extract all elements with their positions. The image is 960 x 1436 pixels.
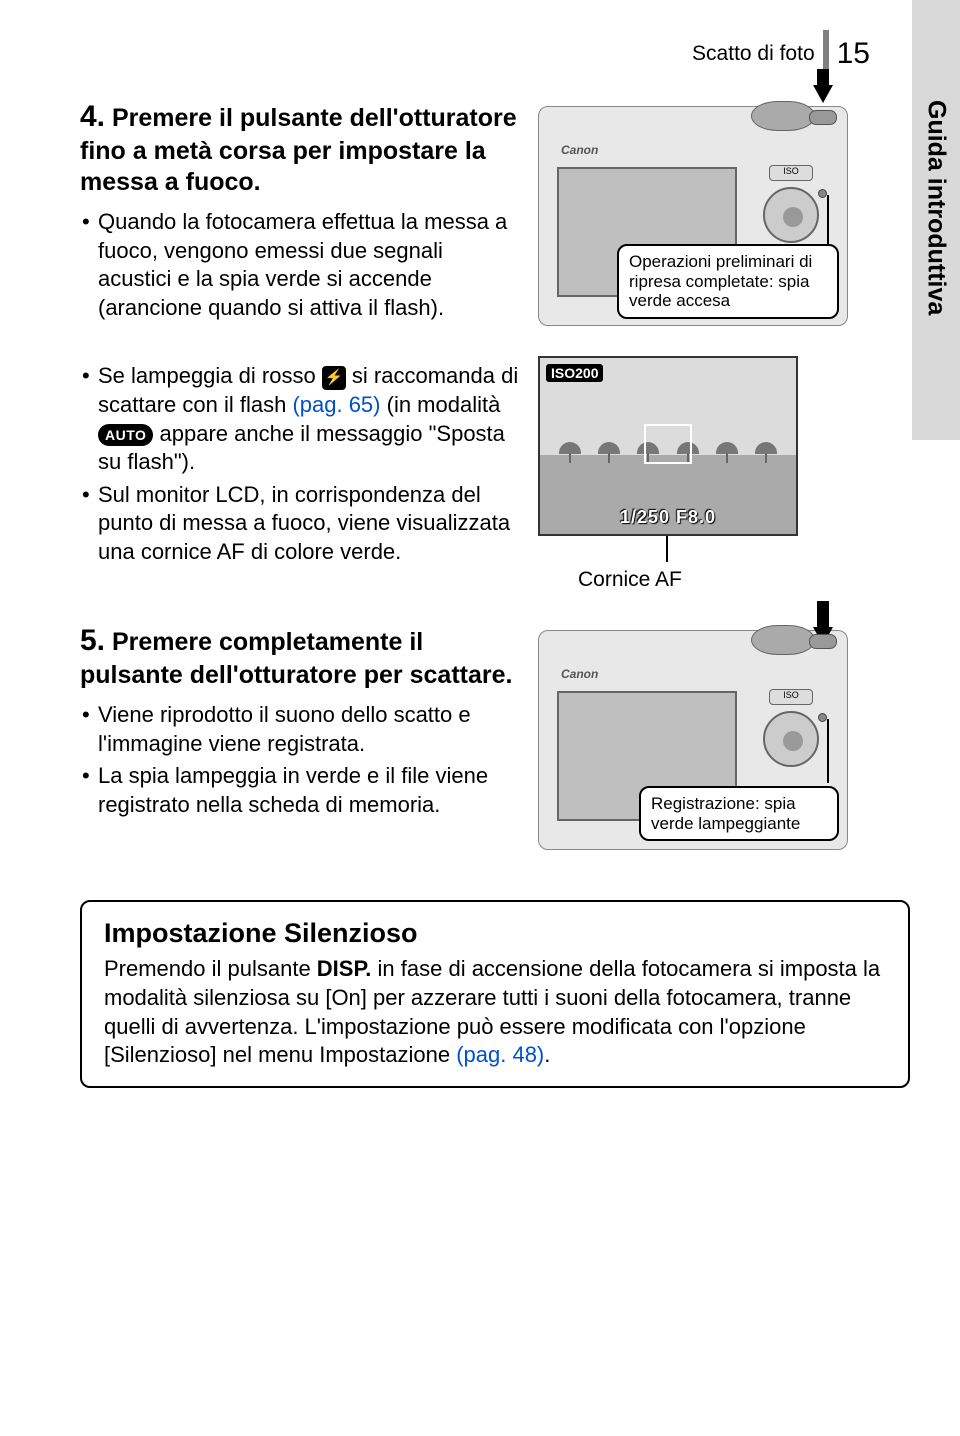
callout-1: Operazioni preliminari di ripresa comple… — [617, 244, 839, 319]
af-frame — [644, 424, 692, 464]
shutter-button — [809, 110, 837, 125]
step-4-title-text: Premere il pulsante dell'otturatore fino… — [80, 104, 517, 196]
control-pad-2 — [763, 711, 819, 767]
auto-badge: AUTO — [98, 424, 153, 446]
shutter-arrow-icon — [813, 85, 833, 103]
step-5-bullet-2: La spia lampeggia in verde e il file vie… — [98, 762, 520, 819]
page-number: 15 — [837, 37, 870, 71]
step-4-cont: Se lampeggia di rosso ⚡ si raccomanda di… — [80, 352, 910, 592]
callout-2-leader — [827, 719, 829, 783]
camera-brand-2: Canon — [561, 667, 598, 681]
step-5-number: 5. — [80, 624, 105, 657]
step-4-bullet-2: Se lampeggia di rosso ⚡ si raccomanda di… — [98, 362, 520, 476]
step-5-figure: Canon ISO Registrazione: spia verde lamp… — [538, 622, 910, 850]
info-box-silenzioso: Impostazione Silenzioso Premendo il puls… — [80, 900, 910, 1087]
mode-dial — [751, 101, 815, 131]
lcd-preview: ISO200 1/250 F8.0 — [538, 356, 798, 536]
page-header: Scatto di foto 15 — [80, 30, 870, 78]
indicator-led — [818, 189, 827, 198]
iso-button-2: ISO — [769, 689, 813, 705]
info-box-title: Impostazione Silenzioso — [104, 918, 886, 949]
shutter-arrow-tail-2 — [817, 601, 829, 629]
af-caption: Cornice AF — [578, 568, 682, 592]
page-link-48[interactable]: (pag. 48) — [456, 1042, 544, 1067]
step-4-cont-text: Se lampeggia di rosso ⚡ si raccomanda di… — [80, 352, 520, 592]
camera-illustration-1: Canon ISO Operazioni preliminari di ripr… — [538, 106, 848, 326]
step-4-bullet-1: Quando la fotocamera effettua la messa a… — [98, 208, 520, 322]
step-5-title-text: Premere completamente il pulsante dell'o… — [80, 628, 512, 689]
control-pad — [763, 187, 819, 243]
camera-illustration-2: Canon ISO Registrazione: spia verde lamp… — [538, 630, 848, 850]
flash-icon: ⚡ — [322, 366, 346, 390]
step-5-title: 5. Premere completamente il pulsante del… — [80, 622, 520, 691]
page-link-65[interactable]: (pag. 65) — [292, 392, 380, 417]
step-5-text: 5. Premere completamente il pulsante del… — [80, 622, 520, 850]
shutter-arrow-tail — [817, 69, 829, 85]
af-caption-leader — [666, 536, 668, 562]
info-box-body: Premendo il pulsante DISP. in fase di ac… — [104, 955, 886, 1069]
step-4: 4. Premere il pulsante dell'otturatore f… — [80, 98, 910, 326]
section-name: Scatto di foto — [692, 42, 815, 66]
lcd-readout: 1/250 F8.0 — [540, 507, 796, 528]
step-4-title: 4. Premere il pulsante dell'otturatore f… — [80, 98, 520, 198]
lcd-iso: ISO200 — [546, 364, 603, 382]
step-4-figure: Canon ISO Operazioni preliminari di ripr… — [538, 98, 910, 326]
step-5-bullet-1: Viene riprodotto il suono dello scatto e… — [98, 701, 520, 758]
step-4-bullet-3: Sul monitor LCD, in corrispondenza del p… — [98, 481, 520, 567]
disp-button-label: DISP. — [317, 956, 372, 981]
shutter-button-2 — [809, 634, 837, 649]
iso-button: ISO — [769, 165, 813, 181]
callout-1-leader — [827, 195, 829, 249]
step-4-number: 4. — [80, 100, 105, 133]
camera-brand: Canon — [561, 143, 598, 157]
step-4-text: 4. Premere il pulsante dell'otturatore f… — [80, 98, 520, 326]
step-5: 5. Premere completamente il pulsante del… — [80, 622, 910, 850]
side-tab: Guida introduttiva — [912, 0, 960, 440]
step-4-lcd: ISO200 1/250 F8.0 Cornice AF — [538, 352, 910, 592]
mode-dial-2 — [751, 625, 815, 655]
indicator-led-2 — [818, 713, 827, 722]
callout-2: Registrazione: spia verde lampeggiante — [639, 786, 839, 841]
